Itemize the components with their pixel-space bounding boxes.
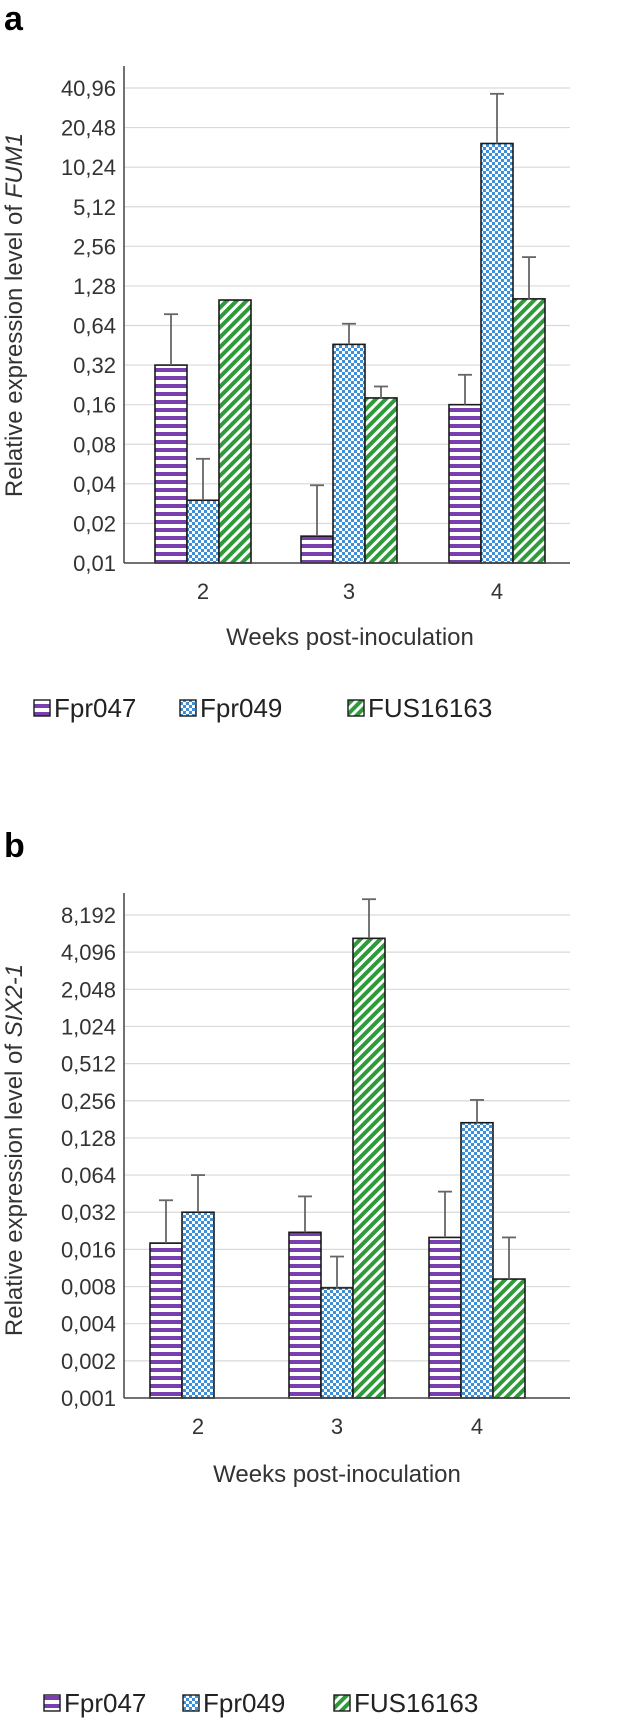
error-bars-b bbox=[159, 898, 516, 1288]
legend-swatch-fpr049 bbox=[179, 699, 197, 717]
y-tick-label: 40,96 bbox=[61, 76, 116, 101]
bar-fpr049-week-4 bbox=[460, 1121, 494, 1399]
bar-fus16163-week-3 bbox=[352, 937, 386, 1399]
y-tick-label: 8,192 bbox=[61, 903, 116, 928]
y-tick-label: 4,096 bbox=[61, 940, 116, 965]
bar-fpr047-week-2 bbox=[149, 1242, 183, 1399]
bar-fpr047-week-4 bbox=[428, 1236, 462, 1399]
y-tick-label: 10,24 bbox=[61, 155, 116, 180]
legend-swatch-fpr047 bbox=[33, 699, 51, 717]
y-tick-label: 20,48 bbox=[61, 116, 116, 141]
x-tick-label: 4 bbox=[471, 1414, 483, 1439]
bar-fpr049-week-2 bbox=[186, 499, 220, 564]
panel-label-b: b bbox=[4, 827, 25, 865]
panel-label-a: a bbox=[4, 0, 24, 38]
legend-swatch-fpr049 bbox=[182, 1694, 200, 1712]
y-tick-label: 0,01 bbox=[73, 551, 116, 576]
legend-label-fpr047: Fpr047 bbox=[54, 693, 136, 723]
legend-label-fpr049: Fpr049 bbox=[203, 1688, 285, 1718]
chart-panel-a: a 0,01 0,02 0,04 0,08 0,16 0,32 0,64 1,28 2,56 5,… bbox=[1, 0, 570, 723]
chart-panel-b: b 0,001 0,002 0,004 0,008 0,016 0,032 0,064 0,1… bbox=[1, 827, 570, 1718]
x-tick-label: 3 bbox=[331, 1414, 343, 1439]
y-tick-label: 0,256 bbox=[61, 1089, 116, 1114]
axes-b bbox=[123, 893, 570, 1399]
y-tick-label: 0,512 bbox=[61, 1052, 116, 1077]
bar-fus16163-week-4 bbox=[512, 298, 546, 564]
y-tick-labels-b: 0,001 0,002 0,004 0,008 0,016 0,032 0,064 0,128… bbox=[61, 903, 116, 1411]
error-bars-a bbox=[164, 92, 536, 537]
y-tick-label: 0,001 bbox=[61, 1386, 116, 1411]
legend-label-fpr047: Fpr047 bbox=[64, 1688, 146, 1718]
x-tick-labels-b: 2 3 4 bbox=[192, 1414, 483, 1439]
y-tick-label: 0,064 bbox=[61, 1163, 116, 1188]
y-tick-label: 0,04 bbox=[73, 472, 116, 497]
bar-fpr047-week-3 bbox=[300, 535, 334, 564]
axes-a bbox=[123, 66, 570, 564]
bar-fpr049-week-3 bbox=[332, 343, 366, 564]
y-tick-label: 0,32 bbox=[73, 353, 116, 378]
x-axis-title-b: Weeks post-inoculation bbox=[213, 1461, 461, 1488]
y-tick-label: 0,004 bbox=[61, 1312, 116, 1337]
y-tick-label: 2,56 bbox=[73, 234, 116, 259]
y-axis-title-a: Relative expression level of FUM1 bbox=[1, 133, 28, 497]
y-tick-label: 2,048 bbox=[61, 977, 116, 1002]
y-tick-label: 0,64 bbox=[73, 314, 116, 339]
y-tick-label: 0,002 bbox=[61, 1349, 116, 1374]
bar-fus16163-week-3 bbox=[364, 397, 398, 564]
legend-swatch-fus16163 bbox=[333, 1694, 351, 1712]
legend-swatch-fus16163 bbox=[347, 699, 365, 717]
legend-b: Fpr047 Fpr049 FUS16163 bbox=[43, 1688, 478, 1718]
y-tick-labels-a: 0,01 0,02 0,04 0,08 0,16 0,32 0,64 1,28 2,56 5,12… bbox=[61, 76, 116, 576]
x-tick-label: 3 bbox=[343, 579, 355, 604]
bar-fpr047-week-3 bbox=[288, 1231, 322, 1399]
bar-fpr049-week-3 bbox=[320, 1287, 354, 1399]
y-axis-title-b: Relative expression level of SIX2-1 bbox=[1, 964, 28, 1336]
y-tick-label: 0,128 bbox=[61, 1126, 116, 1151]
y-tick-label: 1,024 bbox=[61, 1014, 116, 1039]
bar-fpr049-week-4 bbox=[480, 142, 514, 564]
y-tick-label: 0,032 bbox=[61, 1200, 116, 1225]
y-tick-label: 1,28 bbox=[73, 274, 116, 299]
y-tick-label: 5,12 bbox=[73, 195, 116, 220]
y-tick-label: 0,016 bbox=[61, 1237, 116, 1262]
x-tick-label: 2 bbox=[192, 1414, 204, 1439]
bar-fus16163-week-2 bbox=[218, 299, 252, 564]
y-tick-label: 0,08 bbox=[73, 432, 116, 457]
bars-b bbox=[149, 937, 526, 1399]
legend-label-fus16163: FUS16163 bbox=[354, 1688, 478, 1718]
y-tick-label: 0,16 bbox=[73, 393, 116, 418]
x-axis-title-a: Weeks post-inoculation bbox=[226, 624, 474, 651]
bar-fpr047-week-2 bbox=[154, 364, 188, 564]
y-tick-label: 0,02 bbox=[73, 511, 116, 536]
bar-fpr049-week-2 bbox=[181, 1211, 215, 1399]
x-tick-label: 4 bbox=[491, 579, 503, 604]
legend-swatch-fpr047 bbox=[43, 1694, 61, 1712]
legend-label-fus16163: FUS16163 bbox=[368, 693, 492, 723]
legend-a: Fpr047 Fpr049 FUS16163 bbox=[33, 693, 492, 723]
bar-fus16163-week-4 bbox=[492, 1278, 526, 1399]
bars-a bbox=[154, 142, 546, 564]
bar-fpr047-week-4 bbox=[448, 403, 482, 564]
x-tick-labels-a: 2 3 4 bbox=[197, 579, 503, 604]
legend-label-fpr049: Fpr049 bbox=[200, 693, 282, 723]
x-tick-label: 2 bbox=[197, 579, 209, 604]
y-tick-label: 0,008 bbox=[61, 1275, 116, 1300]
